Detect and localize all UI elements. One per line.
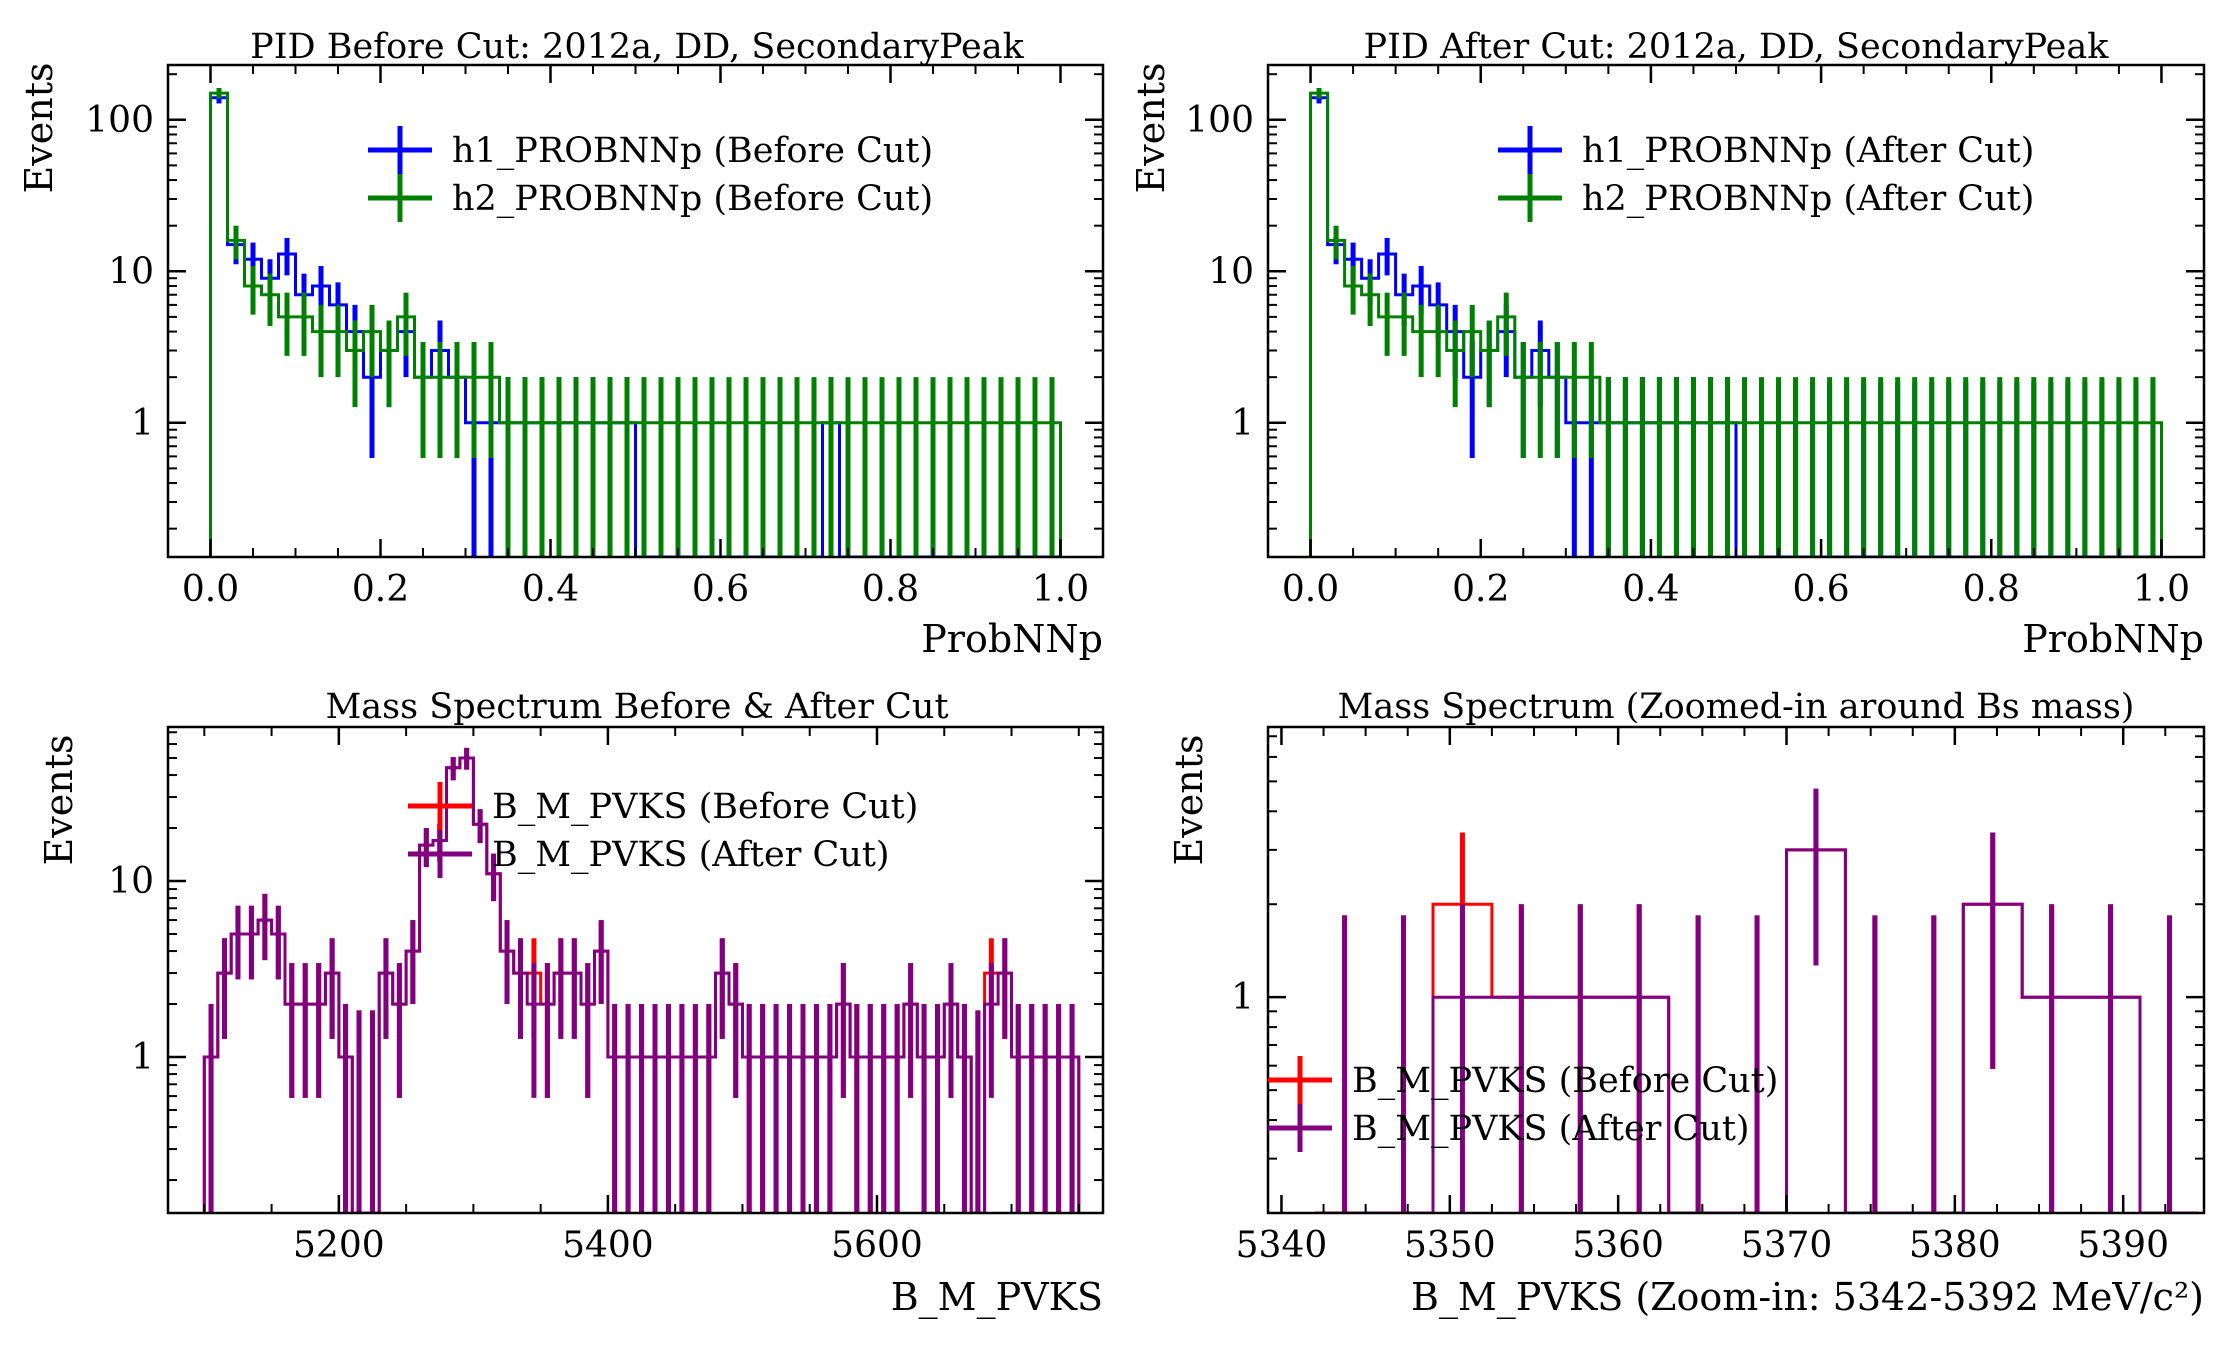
x-tick-label: 5370 xyxy=(1741,1225,1833,1266)
legend-item: h1_PROBNNp (After Cut) xyxy=(1498,126,2034,174)
series-2 xyxy=(202,747,1081,1213)
axes: 5200 5400 5600 1 10 xyxy=(108,725,1105,1266)
legend: h1_PROBNNp (Before Cut) h2_PROBNNp (Befor… xyxy=(368,126,933,222)
x-tick-label: 5360 xyxy=(1572,1225,1664,1266)
x-tick-label: 0.0 xyxy=(1282,569,1339,610)
series-2 xyxy=(1309,87,2163,557)
x-tick-label: 0.4 xyxy=(522,569,579,610)
legend-item: h2_PROBNNp (Before Cut) xyxy=(368,174,933,222)
legend-item: B_M_PVKS (Before Cut) xyxy=(1268,1056,1778,1104)
x-tick-label: 1.0 xyxy=(2133,569,2190,610)
legend-label: B_M_PVKS (After Cut) xyxy=(492,835,890,875)
y-axis-label: Events xyxy=(1167,735,1211,866)
series-2 xyxy=(209,87,1062,557)
x-tick-label: 0.4 xyxy=(1622,569,1679,610)
axes: 5340 5350 5360 5370 5380 5390 1 xyxy=(1231,725,2206,1266)
panel-title: Mass Spectrum (Zoomed-in around Bs mass) xyxy=(1338,687,2135,727)
legend-item: h1_PROBNNp (Before Cut) xyxy=(368,126,933,174)
x-tick-label: 0.2 xyxy=(352,569,409,610)
x-tick-label: 0.8 xyxy=(862,569,919,610)
axes: 0.0 0.2 0.4 0.6 0.8 1.0 1 10 100 xyxy=(85,63,1105,610)
x-tick-label: 0.6 xyxy=(1792,569,1849,610)
y-tick-label: 1 xyxy=(131,1037,154,1078)
y-axis-label: Events xyxy=(17,63,61,194)
legend: B_M_PVKS (Before Cut) B_M_PVKS (After Cut… xyxy=(408,782,918,878)
y-axis-label: Events xyxy=(1129,63,1173,194)
panel-title: Mass Spectrum Before & After Cut xyxy=(325,687,948,727)
x-tick-label: 5400 xyxy=(562,1225,654,1266)
axes: 0.0 0.2 0.4 0.6 0.8 1.0 1 10 100 xyxy=(1185,63,2206,610)
y-tick-label: 1 xyxy=(1231,977,1254,1018)
y-tick-label: 10 xyxy=(108,861,154,902)
legend-label: h1_PROBNNp (After Cut) xyxy=(1582,131,2034,171)
series-layer xyxy=(209,87,1062,557)
legend-label: h2_PROBNNp (Before Cut) xyxy=(452,179,933,219)
x-tick-label: 0.2 xyxy=(1452,569,1509,610)
legend-label: B_M_PVKS (Before Cut) xyxy=(492,787,918,827)
series-2 xyxy=(1315,788,2199,1213)
legend-label: B_M_PVKS (Before Cut) xyxy=(1352,1061,1778,1101)
x-tick-label: 5380 xyxy=(1909,1225,2001,1266)
y-tick-label: 100 xyxy=(85,100,154,141)
y-tick-label: 10 xyxy=(1208,251,1254,292)
histogram-step-line xyxy=(1315,848,2199,1213)
series-layer xyxy=(202,747,1081,1213)
x-tick-label: 0.8 xyxy=(1963,569,2020,610)
pid-before-cut-panel: PID Before Cut: 2012a, DD, SecondaryPeak… xyxy=(17,27,1105,661)
y-axis-label: Events xyxy=(37,735,81,866)
y-tick-label: 1 xyxy=(131,403,154,444)
legend: h1_PROBNNp (After Cut) h2_PROBNNp (After … xyxy=(1498,126,2034,222)
plot-frame xyxy=(1266,725,2206,1215)
x-axis-label: B_M_PVKS (Zoom-in: 5342-5392 MeV/c²) xyxy=(1411,1275,2204,1320)
legend-item: B_M_PVKS (After Cut) xyxy=(408,830,890,878)
y-tick-label: 1 xyxy=(1231,403,1254,444)
pid-after-cut-panel: PID After Cut: 2012a, DD, SecondaryPeak … xyxy=(1129,27,2206,661)
x-axis-label: ProbNNp xyxy=(921,617,1103,661)
x-tick-label: 5600 xyxy=(831,1225,923,1266)
x-axis-label: ProbNNp xyxy=(2022,617,2204,661)
y-tick-label: 10 xyxy=(108,251,154,292)
legend: B_M_PVKS (Before Cut) B_M_PVKS (After Cut… xyxy=(1268,1056,1778,1152)
legend-label: B_M_PVKS (After Cut) xyxy=(1352,1109,1750,1149)
legend-label: h2_PROBNNp (After Cut) xyxy=(1582,179,2034,219)
x-tick-label: 1.0 xyxy=(1032,569,1089,610)
legend-label: h1_PROBNNp (Before Cut) xyxy=(452,131,933,171)
x-tick-label: 0.6 xyxy=(692,569,749,610)
legend-item: B_M_PVKS (Before Cut) xyxy=(408,782,918,830)
y-tick-label: 100 xyxy=(1185,100,1254,141)
x-tick-label: 5200 xyxy=(293,1225,385,1266)
series-layer xyxy=(1315,788,2199,1213)
plot-frame xyxy=(166,725,1105,1215)
panel-title: PID Before Cut: 2012a, DD, SecondaryPeak xyxy=(250,27,1024,67)
legend-item: B_M_PVKS (After Cut) xyxy=(1268,1104,1750,1152)
x-tick-label: 0.0 xyxy=(182,569,239,610)
mass-spectrum-panel: Mass Spectrum Before & After Cut Events … xyxy=(37,687,1105,1320)
x-tick-label: 5350 xyxy=(1404,1225,1496,1266)
mass-zoom-panel: Mass Spectrum (Zoomed-in around Bs mass)… xyxy=(1167,687,2206,1320)
x-tick-label: 5340 xyxy=(1236,1225,1328,1266)
series-layer xyxy=(1309,87,2163,557)
panel-title: PID After Cut: 2012a, DD, SecondaryPeak xyxy=(1364,27,2110,67)
legend-item: h2_PROBNNp (After Cut) xyxy=(1498,174,2034,222)
x-axis-label: B_M_PVKS xyxy=(891,1275,1103,1320)
x-tick-label: 5390 xyxy=(2077,1225,2169,1266)
